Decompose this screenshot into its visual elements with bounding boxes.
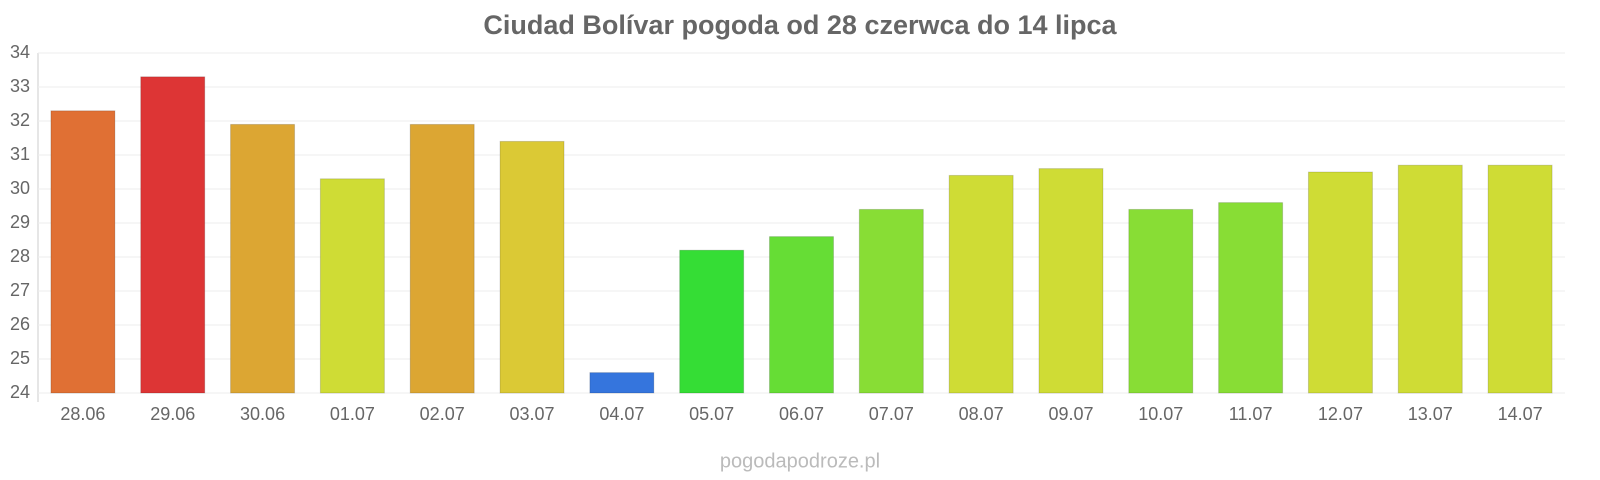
x-tick-label: 12.07	[1318, 404, 1363, 424]
bar	[769, 236, 834, 394]
bar	[50, 110, 116, 394]
y-tick-label: 29	[10, 212, 30, 232]
y-tick-label: 26	[10, 314, 30, 334]
y-tick-label: 32	[10, 110, 30, 130]
y-tick-label: 24	[10, 382, 30, 402]
x-tick-label: 11.07	[1229, 404, 1273, 424]
bar	[948, 174, 1014, 394]
x-tick-label: 05.07	[689, 404, 734, 424]
y-tick-label: 25	[10, 348, 30, 368]
source: pogodapodroze.pl	[720, 450, 880, 472]
bar	[230, 123, 296, 394]
bar	[679, 249, 745, 394]
bar	[589, 372, 655, 394]
x-tick-label: 30.06	[240, 404, 285, 424]
bar	[499, 140, 565, 394]
y-tick-label: 30	[10, 178, 30, 198]
x-tick-label: 13.07	[1408, 404, 1453, 424]
y-tick-label: 28	[10, 246, 30, 266]
x-tick-label: 04.07	[599, 404, 644, 424]
x-tick-label: 09.07	[1048, 404, 1093, 424]
bar	[858, 208, 924, 394]
x-tick-label: 28.06	[60, 404, 105, 424]
y-tick-label: 33	[10, 76, 30, 96]
x-tick-label: 10.07	[1138, 404, 1183, 424]
bar	[1397, 164, 1463, 394]
y-tick-label: 27	[10, 280, 30, 300]
x-tick-label: 03.07	[510, 404, 555, 424]
y-tick-label: 31	[10, 144, 30, 164]
x-tick-label: 14.07	[1498, 404, 1543, 424]
bar	[140, 76, 206, 394]
bar	[1038, 168, 1104, 394]
x-tick-label: 01.07	[330, 404, 375, 424]
x-tick-label: 02.07	[420, 404, 465, 424]
bar	[1128, 208, 1194, 394]
x-tick-label: 07.07	[869, 404, 914, 424]
chart-title: Ciudad Bolívar pogoda od 28 czerwca do 1…	[483, 10, 1117, 40]
x-tick-label: 29.06	[150, 404, 195, 424]
bar	[409, 123, 475, 394]
x-tick-label: 06.07	[779, 404, 824, 424]
x-tick-label: 08.07	[959, 404, 1004, 424]
bar	[319, 178, 385, 394]
bar	[1487, 164, 1553, 394]
bar	[1218, 202, 1284, 394]
y-tick-label: 34	[10, 42, 30, 62]
bar	[1307, 171, 1373, 394]
